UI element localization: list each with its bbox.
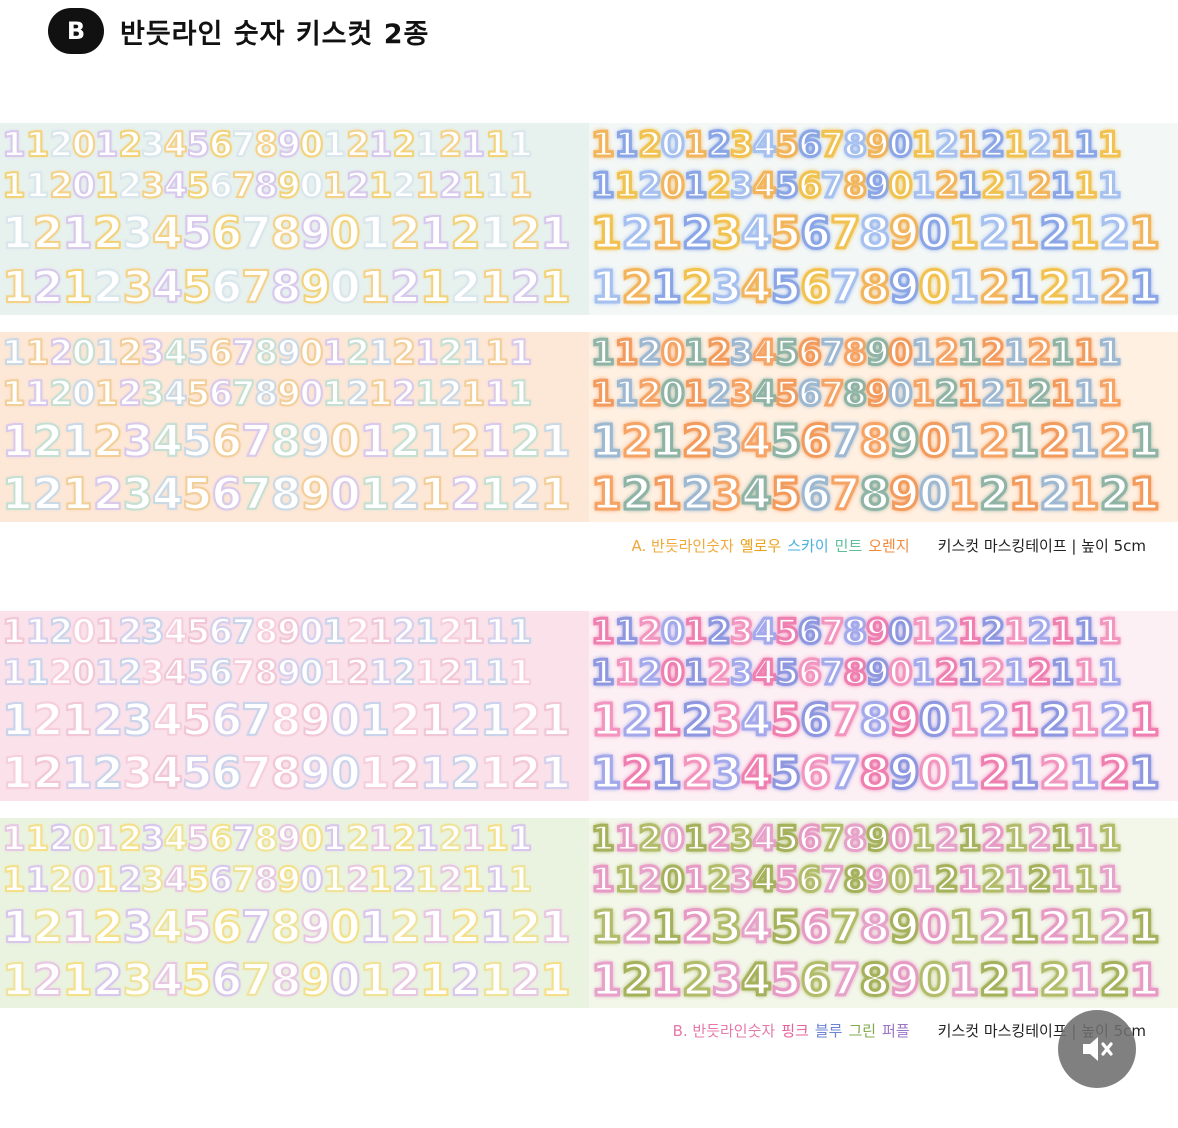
caption-color-sky: 스카이: [787, 537, 829, 555]
mute-button[interactable]: [1058, 1010, 1136, 1088]
caption-prefix: B. 반듯라인숫자: [672, 1022, 776, 1040]
caption-info: 키스컷 마스킹테이프 | 높이 5cm: [937, 537, 1146, 555]
speaker-mute-icon: [1083, 1037, 1113, 1061]
section-badge: B: [48, 8, 104, 54]
caption-color-purple: 퍼플: [882, 1022, 910, 1040]
caption-color-mint: 민트: [834, 537, 863, 555]
caption-prefix: A. 반듯라인숫자: [631, 537, 734, 555]
header: B 반듯라인 숫자 키스컷 2종: [48, 6, 429, 56]
caption-color-blue: 블루: [814, 1022, 843, 1040]
caption-color-yellow: 옐로우: [739, 537, 782, 555]
caption-color-green: 그린: [848, 1022, 877, 1040]
page-title: 반듯라인 숫자 키스컷 2종: [120, 18, 430, 50]
caption-color-orange: 오렌지: [868, 537, 910, 555]
caption-color-pink: 핑크: [781, 1022, 809, 1040]
caption-a: A. 반듯라인숫자 옐로우 스카이 민트 오렌지 키스컷 마스킹테이프 | 높이…: [631, 535, 1146, 556]
